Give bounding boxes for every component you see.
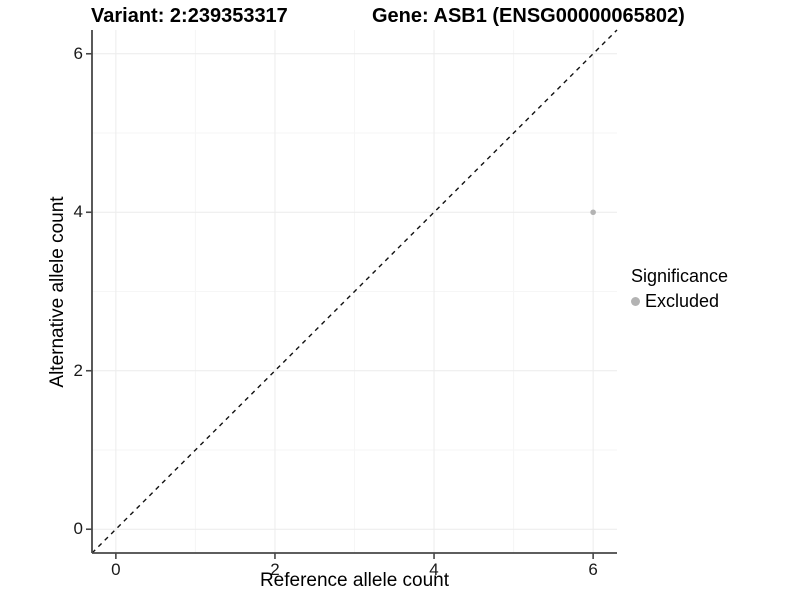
legend-items: Excluded [631, 291, 728, 312]
data-point [590, 209, 596, 216]
y-tick-label: 4 [73, 202, 83, 222]
x-tick-label: 0 [111, 560, 121, 579]
y-tick-label: 6 [73, 43, 83, 63]
x-axis-title: Reference allele count [259, 570, 450, 591]
legend-title: Significance [631, 266, 729, 286]
legend-item-label: Excluded [645, 291, 720, 311]
x-tick-label: 2 [270, 560, 280, 579]
identity-line [91, 29, 618, 554]
y-tick-label: 0 [73, 519, 83, 539]
plot-title-variant: Variant: 2:239353317 [91, 5, 288, 27]
legend-key-dot-icon [631, 297, 640, 306]
legend: Significance Excluded [631, 266, 728, 312]
legend-item: Excluded [631, 291, 728, 312]
plot-title-gene: Gene: ASB1 (ENSG00000065802) [372, 5, 685, 27]
x-tick-label: 4 [429, 560, 439, 579]
y-tick-label: 2 [73, 360, 83, 380]
x-tick-label: 6 [588, 560, 598, 579]
y-axis-title: Alternative allele count [47, 196, 68, 388]
